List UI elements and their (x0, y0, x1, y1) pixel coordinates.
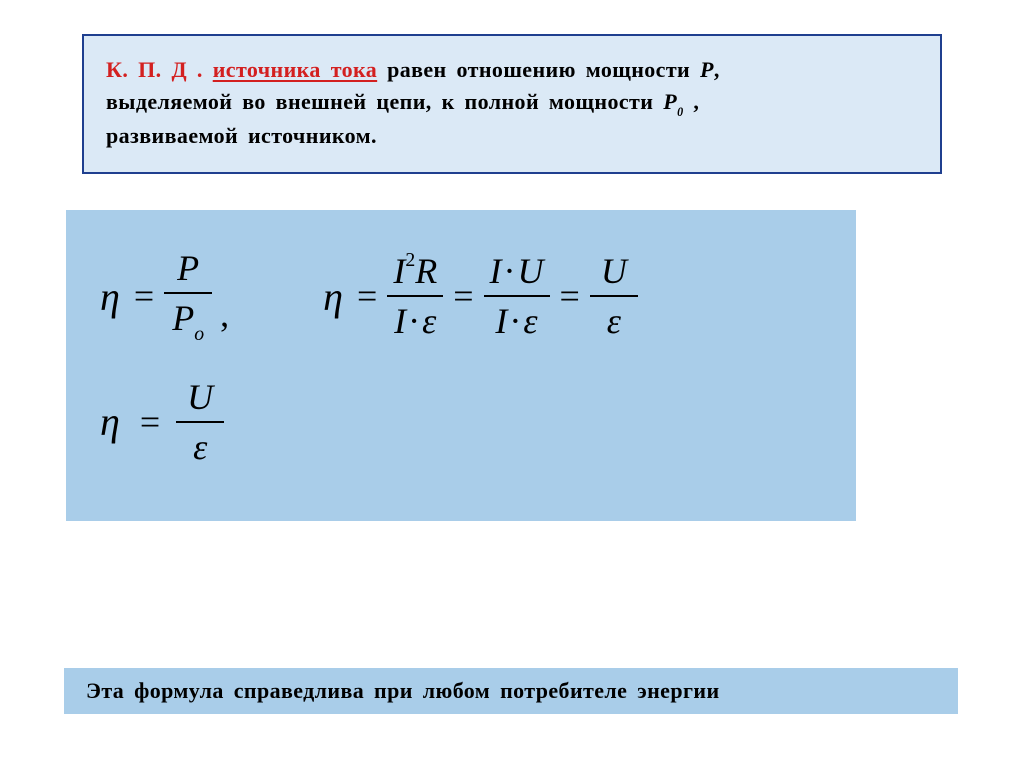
equals-5: = (124, 401, 176, 443)
eta-symbol-3: η (96, 398, 124, 445)
slide-canvas: К. П. Д . источника тока равен отношению… (0, 0, 1024, 768)
note-text: Эта формула справедлива при любом потреб… (86, 678, 936, 704)
symbol-P: P (700, 57, 714, 82)
denominator-Po: Po (164, 294, 212, 349)
numerator-U-2: U (176, 373, 224, 421)
denominator-Ieps: I·ε (388, 297, 442, 345)
note-box: Эта формула справедлива при любом потреб… (64, 668, 958, 714)
fraction-U-eps-2: U ε (176, 373, 224, 471)
fraction-P-Po: P Po (164, 244, 212, 349)
numerator-I2R: I2R (387, 247, 443, 295)
definition-text: К. П. Д . источника тока равен отношению… (106, 54, 918, 152)
denominator-eps: ε (590, 297, 638, 345)
def-comma-1: , (714, 57, 720, 82)
formula-row-2: η = U ε (96, 373, 826, 471)
equals-1: = (124, 275, 164, 317)
eta-symbol-2: η (319, 273, 347, 320)
equals-3: = (443, 275, 483, 317)
comma-after-f1: , (212, 293, 229, 349)
denominator-eps-2: ε (176, 423, 224, 471)
formula-row-1: η = P Po , η = I2R (96, 244, 826, 349)
fraction-I2R-Ieps: I2R I·ε (387, 247, 443, 345)
fraction-U-eps: U ε (590, 247, 638, 345)
term-kpd: К. П. Д . (106, 57, 203, 82)
eta-symbol: η (96, 273, 124, 320)
numerator-U: U (590, 247, 638, 295)
numerator-IU: I·U (484, 247, 550, 295)
formula-box: η = P Po , η = I2R (66, 210, 856, 521)
numerator-P: P (164, 244, 212, 292)
term-source: источника тока (213, 57, 377, 82)
fraction-IU-Ieps: I·U I·ε (484, 247, 550, 345)
denominator-Ieps-2: I·ε (489, 297, 543, 345)
def-line-2a: выделяемой во внешней цепи, к полной мощ… (106, 89, 653, 114)
definition-box: К. П. Д . источника тока равен отношению… (82, 34, 942, 174)
symbol-P0: P0 (663, 89, 683, 114)
formula-3: η = U ε (96, 373, 224, 471)
def-rest-1: равен отношению мощности (387, 57, 690, 82)
def-comma-2: , (693, 89, 699, 114)
equals-4: = (550, 275, 590, 317)
def-line-3: развиваемой источником. (106, 123, 377, 148)
equals-2: = (347, 275, 387, 317)
formula-1: η = P Po , (96, 244, 229, 349)
formula-2: η = I2R I·ε = I·U (319, 247, 638, 345)
